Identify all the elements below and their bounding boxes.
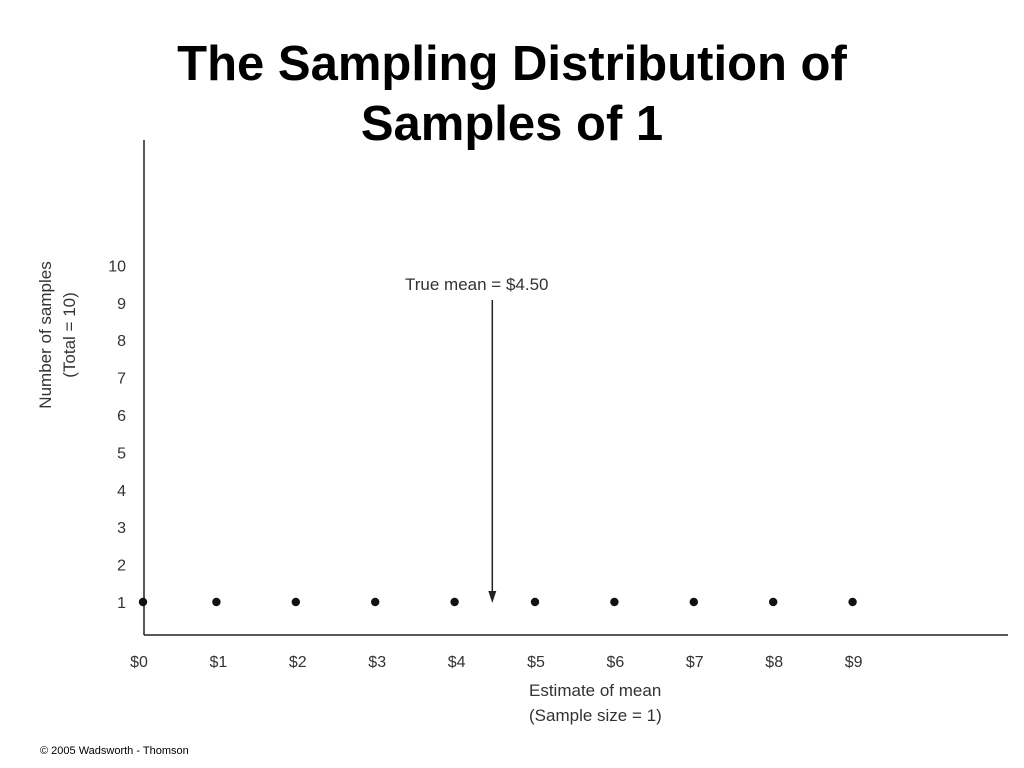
y-tick-label: 2 bbox=[117, 558, 126, 575]
x-tick-label: $5 bbox=[527, 654, 545, 671]
x-tick-label: $2 bbox=[289, 654, 307, 671]
x-tick-label: $0 bbox=[130, 654, 148, 671]
data-point bbox=[371, 597, 380, 607]
data-point bbox=[138, 597, 148, 607]
x-tick-label: $4 bbox=[448, 654, 466, 671]
y-tick-label: 6 bbox=[117, 408, 126, 425]
data-point bbox=[530, 597, 540, 607]
x-axis-label-line-2: (Sample size = 1) bbox=[529, 706, 662, 725]
y-axis-label-line-1: Number of samples bbox=[36, 261, 55, 408]
x-tick-label: $3 bbox=[368, 654, 386, 671]
y-tick-label: 7 bbox=[117, 371, 126, 388]
title-line-2: Samples of 1 bbox=[360, 97, 664, 151]
data-point bbox=[848, 597, 857, 607]
x-tick-labels: $0 $1 $2 $3 $4 $5 $6 $7 $8 $9 bbox=[130, 654, 862, 671]
y-tick-label: 4 bbox=[117, 483, 126, 500]
y-tick-labels: 1 2 3 4 5 6 7 8 9 10 bbox=[108, 258, 126, 612]
x-tick-label: $8 bbox=[765, 654, 783, 671]
x-tick-label: $6 bbox=[607, 654, 625, 671]
true-mean-label: True mean = $4.50 bbox=[405, 275, 549, 294]
y-tick-label: 8 bbox=[117, 333, 126, 350]
data-point bbox=[769, 597, 778, 607]
data-point bbox=[291, 597, 300, 607]
true-mean-annotation: True mean = $4.50 bbox=[405, 275, 549, 603]
x-tick-label: $9 bbox=[845, 654, 863, 671]
data-point bbox=[689, 597, 698, 607]
y-tick-label: 3 bbox=[117, 520, 126, 537]
data-point bbox=[450, 597, 459, 607]
y-tick-label: 1 bbox=[117, 595, 126, 612]
y-tick-label: 10 bbox=[108, 258, 126, 275]
y-tick-label: 5 bbox=[117, 445, 126, 462]
y-axis-label-line-2: (Total = 10) bbox=[60, 292, 79, 378]
slide-title: The Sampling Distribution of Samples of … bbox=[0, 34, 1024, 154]
copyright-notice: © 2005 Wadsworth - Thomson bbox=[40, 745, 189, 757]
title-line-1: The Sampling Distribution of bbox=[177, 37, 847, 91]
data-point bbox=[610, 597, 619, 607]
x-tick-label: $1 bbox=[210, 654, 228, 671]
data-point bbox=[212, 597, 221, 607]
y-tick-label: 9 bbox=[117, 296, 126, 313]
true-mean-arrow-head bbox=[488, 591, 497, 603]
x-tick-label: $7 bbox=[686, 654, 704, 671]
data-points bbox=[138, 597, 857, 607]
x-axis-label-line-1: Estimate of mean bbox=[529, 681, 661, 700]
